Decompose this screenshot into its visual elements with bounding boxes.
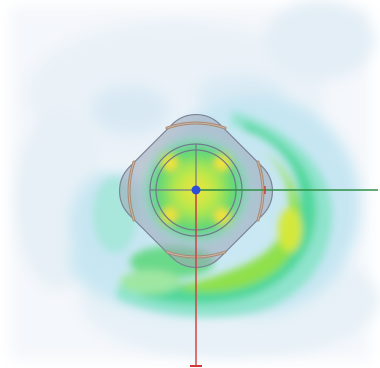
origin-marker-icon[interactable] (191, 185, 201, 195)
axis-gizmo[interactable] (190, 185, 378, 367)
body-slots-inner (128, 122, 264, 258)
